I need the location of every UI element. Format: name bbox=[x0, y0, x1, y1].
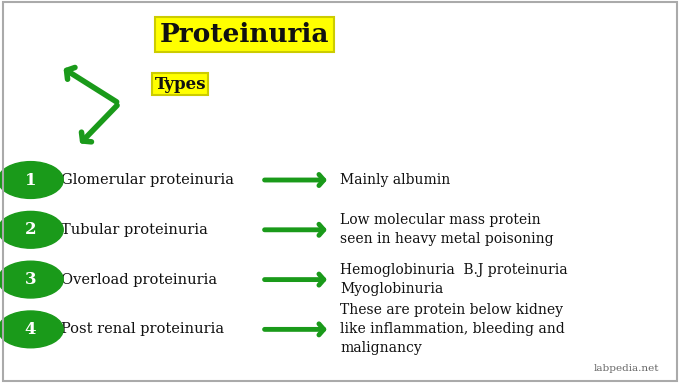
Circle shape bbox=[0, 162, 63, 198]
Text: These are protein below kidney
like inflammation, bleeding and
malignancy: These are protein below kidney like infl… bbox=[340, 303, 565, 355]
Text: Hemoglobinuria  B.J proteinuria
Myoglobinuria: Hemoglobinuria B.J proteinuria Myoglobin… bbox=[340, 263, 568, 296]
Text: 1: 1 bbox=[25, 172, 36, 188]
Text: 2: 2 bbox=[24, 221, 37, 238]
Circle shape bbox=[0, 311, 63, 348]
Text: Glomerular proteinuria: Glomerular proteinuria bbox=[61, 173, 234, 187]
Text: Types: Types bbox=[154, 76, 206, 93]
Text: Overload proteinuria: Overload proteinuria bbox=[61, 273, 218, 286]
Text: Mainly albumin: Mainly albumin bbox=[340, 173, 450, 187]
Text: 3: 3 bbox=[24, 271, 37, 288]
Text: Low molecular mass protein
seen in heavy metal poisoning: Low molecular mass protein seen in heavy… bbox=[340, 213, 554, 246]
Circle shape bbox=[0, 211, 63, 248]
Text: 4: 4 bbox=[25, 321, 36, 338]
Text: Post renal proteinuria: Post renal proteinuria bbox=[61, 322, 224, 336]
Text: Tubular proteinuria: Tubular proteinuria bbox=[61, 223, 208, 237]
Text: labpedia.net: labpedia.net bbox=[594, 365, 660, 373]
Text: Proteinuria: Proteinuria bbox=[160, 22, 330, 47]
Circle shape bbox=[0, 261, 63, 298]
